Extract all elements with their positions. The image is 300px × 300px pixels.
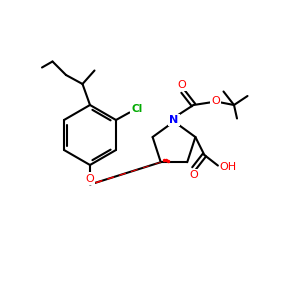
Text: O: O [189, 170, 198, 180]
Text: O: O [211, 96, 220, 106]
Text: O: O [85, 173, 94, 184]
Text: OH: OH [220, 162, 237, 172]
Text: N: N [169, 115, 178, 125]
Text: O: O [177, 80, 186, 90]
Text: Cl: Cl [131, 104, 142, 115]
